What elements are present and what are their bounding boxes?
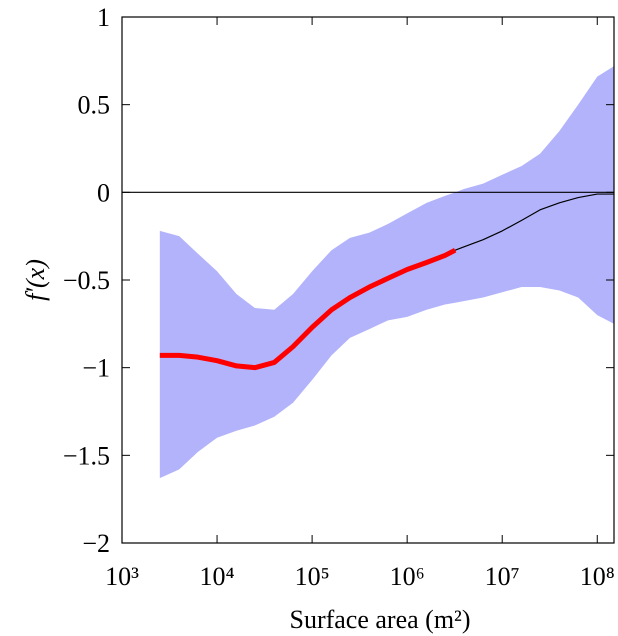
x-tick-label: 10⁵ (295, 562, 330, 591)
x-axis-label: Surface area (m²) (289, 605, 470, 634)
mean-line (454, 193, 614, 251)
x-tick-label: 10⁴ (200, 562, 235, 591)
x-tick-label: 10⁸ (580, 562, 615, 591)
y-tick-label: −2 (82, 529, 110, 558)
y-tick-label: −1.5 (63, 441, 110, 470)
y-tick-label: 1 (97, 3, 110, 32)
y-tick-label: −1 (82, 354, 110, 383)
y-tick-label: 0 (97, 178, 110, 207)
confidence-band (159, 66, 614, 479)
mean-line (159, 247, 457, 371)
x-tick-label: 10⁷ (485, 562, 520, 591)
x-tick-label: 10³ (105, 562, 139, 591)
x-tick-label: 10⁶ (390, 562, 425, 591)
y-tick-label: −0.5 (63, 266, 110, 295)
y-axis-label: f′(x) (21, 259, 50, 301)
y-tick-label: 0.5 (78, 91, 111, 120)
